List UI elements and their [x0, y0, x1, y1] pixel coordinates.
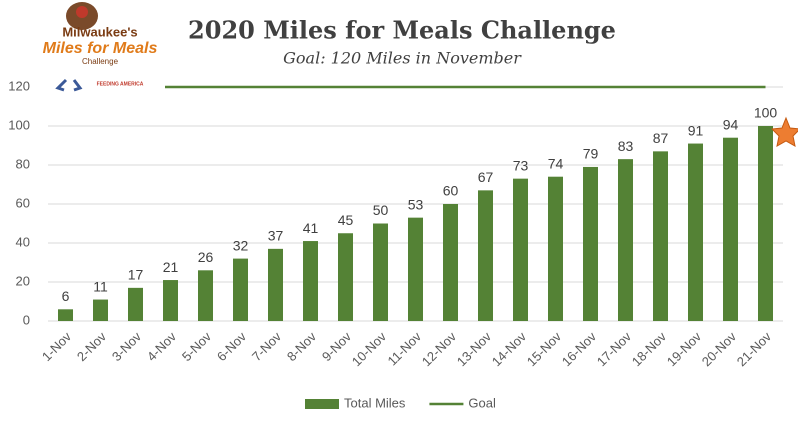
data-label: 94	[723, 116, 739, 132]
x-tick-label: 1-Nov	[39, 329, 74, 364]
bar	[373, 223, 388, 321]
data-label: 37	[268, 228, 284, 244]
y-tick-label: 120	[8, 78, 30, 93]
data-label: 100	[754, 105, 778, 121]
bar	[198, 270, 213, 321]
bar	[338, 233, 353, 321]
x-tick-label: 10-Nov	[349, 329, 390, 370]
data-label: 32	[233, 237, 249, 253]
x-tick-label: 15-Nov	[524, 329, 565, 370]
bar	[548, 176, 563, 321]
x-tick-label: 16-Nov	[559, 329, 600, 370]
data-label: 83	[618, 138, 634, 154]
x-tick-label: 20-Nov	[699, 329, 740, 370]
y-tick-label: 0	[23, 312, 30, 327]
y-tick-label: 100	[8, 117, 30, 132]
data-label: 79	[583, 146, 599, 162]
plot-area: 0 20 40 60 80 100 120 1-Nov 2-Nov 3-Nov 4-Nov 5-Nov…	[8, 78, 783, 369]
x-tick-label: 6-Nov	[214, 329, 249, 364]
bar	[408, 217, 423, 321]
bar	[233, 258, 248, 321]
x-tick-label: 18-Nov	[629, 329, 670, 370]
legend-label: Goal	[468, 395, 496, 410]
data-label: 60	[443, 183, 459, 199]
chart-subtitle: Goal: 120 Miles in November	[283, 49, 522, 68]
legend-swatch	[305, 399, 339, 409]
logo-turkey-head	[76, 6, 88, 18]
bar	[723, 137, 738, 321]
data-label: 73	[513, 157, 529, 173]
y-tick-label: 80	[16, 156, 30, 171]
bar	[163, 280, 178, 321]
data-label: 50	[373, 202, 389, 218]
logo-sponsor: FEEDING AMERICA	[97, 81, 144, 87]
data-label: 17	[128, 267, 144, 283]
x-tick-label: 14-Nov	[489, 329, 530, 370]
x-tick-label: 3-Nov	[109, 329, 144, 364]
x-tick-label: 5-Nov	[179, 329, 214, 364]
x-tick-label: 4-Nov	[144, 329, 179, 364]
data-label: 74	[548, 155, 564, 171]
y-tick-label: 40	[16, 234, 30, 249]
legend-label: Total Miles	[344, 395, 406, 410]
bar	[128, 287, 143, 321]
bar	[268, 248, 283, 321]
x-tick-label: 8-Nov	[284, 329, 319, 364]
bar	[688, 143, 703, 321]
bar	[583, 166, 598, 321]
data-label: 11	[93, 278, 108, 294]
x-tick-label: 2-Nov	[74, 329, 109, 364]
x-tick-label: 19-Nov	[664, 329, 705, 370]
bar	[513, 178, 528, 321]
bar	[303, 241, 318, 321]
chart-title: 2020 Miles for Meals Challenge	[188, 16, 616, 45]
bar	[653, 151, 668, 321]
x-tick-label: 13-Nov	[454, 329, 495, 370]
logo-text: Challenge	[82, 57, 119, 66]
star-icon	[770, 116, 798, 147]
x-tick-label: 11-Nov	[384, 329, 424, 369]
x-tick-label: 7-Nov	[249, 329, 284, 364]
y-tick-label: 60	[16, 195, 30, 210]
bar	[93, 299, 108, 321]
logo-legs	[55, 78, 83, 92]
y-tick-label: 20	[16, 273, 30, 288]
data-label: 21	[163, 259, 179, 275]
bar	[758, 126, 773, 321]
data-label: 91	[688, 122, 704, 138]
bar	[618, 159, 633, 321]
data-label: 6	[62, 288, 70, 304]
data-label: 53	[408, 196, 424, 212]
logo-text: Milwaukee's	[62, 24, 137, 39]
data-label: 87	[653, 130, 669, 146]
logo-text: Miles for Meals	[43, 40, 158, 57]
x-tick-label: 17-Nov	[594, 329, 635, 370]
data-label: 67	[478, 169, 494, 185]
x-tick-label: 21-Nov	[734, 329, 775, 370]
data-label: 26	[198, 249, 214, 265]
bar	[58, 309, 73, 321]
x-tick-label: 12-Nov	[419, 329, 460, 370]
bar	[443, 204, 458, 321]
logo: Milwaukee's Miles for Meals Challenge FE…	[40, 0, 165, 100]
data-label: 45	[338, 212, 354, 228]
data-label: 41	[303, 220, 319, 236]
bar	[478, 190, 493, 321]
